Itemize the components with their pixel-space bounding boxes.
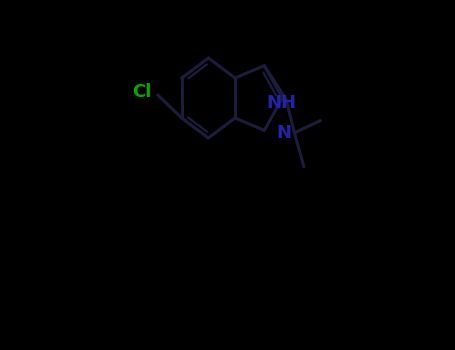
Text: Cl: Cl xyxy=(132,83,152,101)
Text: NH: NH xyxy=(267,94,297,112)
Text: N: N xyxy=(276,124,291,142)
